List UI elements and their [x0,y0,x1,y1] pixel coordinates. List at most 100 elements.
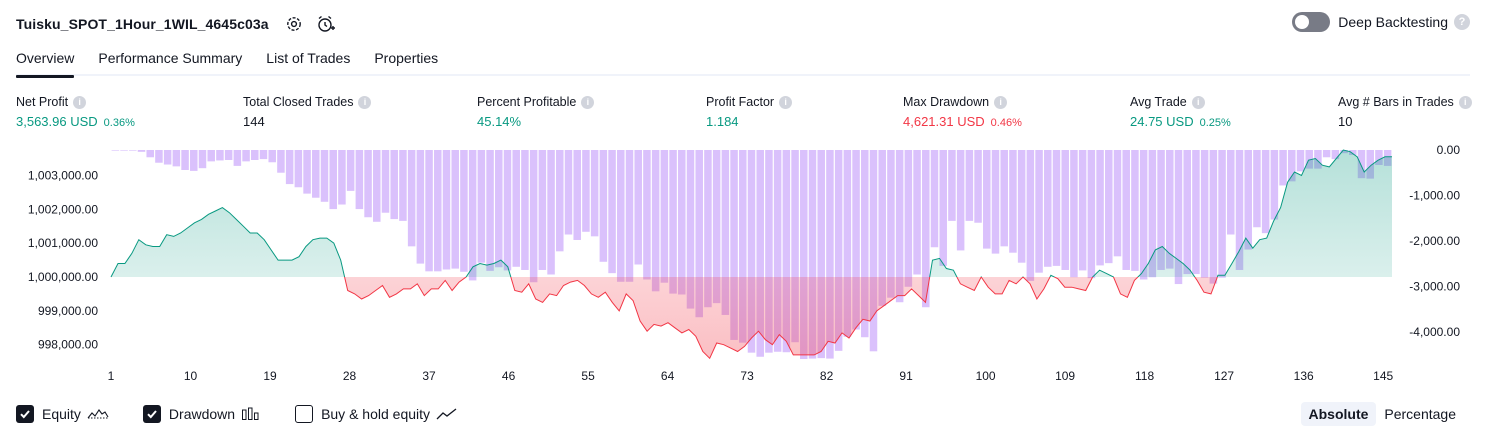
drawdown-bar [983,150,991,249]
x-axis-tick-label: 82 [820,369,834,383]
drawdown-bar [355,150,364,210]
drawdown-bar [686,150,695,309]
drawdown-bar [599,150,608,262]
drawdown-bar [137,150,146,152]
drawdown-bar [756,150,764,357]
metric-percent: 0.46% [990,117,1022,129]
drawdown-bar [1174,150,1183,285]
checkbox-unchecked[interactable] [295,405,314,423]
left-axis-tick-label: 1,000,000.00 [28,270,98,284]
drawdown-bar [773,150,782,352]
right-axis-tick-label: 0.00 [1437,143,1461,157]
x-axis-tick-label: 73 [740,369,754,383]
drawdown-bar [529,150,538,283]
drawdown-bar [556,150,564,252]
alarm-clock-plus-icon[interactable] [315,13,337,35]
left-axis-tick-label: 1,003,000.00 [28,168,98,182]
drawdown-bar [1105,150,1113,264]
metric-percent: 0.36% [103,117,135,129]
drawdown-bar [120,150,128,151]
tab-performance-summary[interactable]: Performance Summary [98,50,243,66]
drawdown-bar [373,150,381,222]
drawdown-bar [1253,150,1261,228]
drawdown-bar [1131,150,1139,271]
absolute-button[interactable]: Absolute [1300,402,1377,426]
legend-equity[interactable]: Equity [16,405,109,423]
tab-overview[interactable]: Overview [16,44,75,78]
metric-value: 1.184 [706,114,792,129]
metric-value: 144 [243,114,371,129]
drawdown-bar [1357,150,1366,179]
drawdown-bar [939,150,947,266]
checkbox-checked[interactable] [16,405,34,423]
info-icon[interactable]: i [779,95,793,109]
drawdown-bar [730,150,738,340]
equity-drawdown-chart[interactable]: 1,003,000.00 1,002,000.00 1,001,000.00 1,00… [0,140,1486,396]
drawdown-bar [434,150,442,272]
drawdown-bar [643,150,651,280]
deep-backtesting-toggle[interactable] [1292,12,1331,32]
drawdown-bar [172,150,181,167]
metric-percent-profitable: Percent Profitable i 45.14% [477,94,595,129]
drawdown-bar [460,150,468,272]
drawdown-bar [198,150,207,169]
tab-properties[interactable]: Properties [374,50,439,66]
drawdown-bar [712,150,721,304]
metric-value: 4,621.31 USD 0.46% [903,114,1022,129]
drawdown-bar [303,150,311,194]
drawdown-bars-icon [241,407,261,421]
deep-backtesting-label: Deep Backtesting [1338,14,1448,30]
help-icon[interactable]: ? [1454,14,1470,30]
strategy-title: Tuisku_SPOT_1Hour_1WIL_4645c03a [16,16,269,32]
info-icon[interactable]: i [358,95,372,109]
info-icon[interactable]: i [994,95,1008,109]
metric-amount: 24.75 USD [1130,114,1194,129]
drawdown-bar [808,150,817,359]
chart-mode-switch: Absolute Percentage [1300,402,1465,426]
drawdown-bar [1096,150,1104,266]
drawdown-bar [547,150,555,275]
metric-value: 24.75 USD 0.25% [1130,114,1231,129]
drawdown-bar [242,150,250,162]
drawdown-bar [216,150,224,161]
metric-amount: 1.184 [706,114,739,129]
drawdown-bar [503,150,512,271]
right-axis-tick-label: -4,000.00 [1409,325,1460,339]
metric-avg-trade: Avg Trade i 24.75 USD 0.25% [1130,94,1231,129]
tab-list-of-trades[interactable]: List of Trades [266,50,351,66]
deep-backtesting: Deep Backtesting ? [1292,12,1470,32]
x-axis-tick-label: 109 [1055,369,1075,383]
legend-drawdown[interactable]: Drawdown [142,405,261,423]
drawdown-bar [1017,150,1026,263]
drawdown-bar [538,150,547,270]
right-axis-tick-label: -1,000.00 [1409,188,1460,202]
drawdown-bar [190,150,198,171]
gear-icon[interactable] [283,13,305,35]
x-axis-tick-label: 136 [1294,369,1314,383]
drawdown-bar [486,150,494,271]
equity-area-loss [111,277,1392,359]
drawdown-bar [521,150,529,270]
drawdown-bar [721,150,730,315]
metric-label: Total Closed Trades [243,95,354,109]
drawdown-bar [181,150,189,170]
metric-label: Avg # Bars in Trades [1338,95,1454,109]
drawdown-bar [111,150,120,151]
info-icon[interactable]: i [1191,95,1205,109]
equity-area-profit [111,150,1392,277]
left-axis-tick-label: 1,001,000.00 [28,236,98,250]
drawdown-bar [495,150,503,268]
metric-label: Percent Profitable [477,95,577,109]
legend-buy-hold-equity[interactable]: Buy & hold equity [295,405,458,423]
x-axis-tick-label: 127 [1214,369,1234,383]
metric-profit-factor: Profit Factor i 1.184 [706,94,793,129]
percentage-button[interactable]: Percentage [1384,406,1456,422]
drawdown-bar [965,150,974,221]
drawdown-bar [625,150,634,282]
drawdown-bar [329,150,337,210]
legend-label: Equity [42,406,81,422]
info-icon[interactable]: i [581,95,595,109]
checkbox-checked[interactable] [142,405,161,423]
info-icon[interactable]: i [73,95,87,109]
info-icon[interactable]: i [1458,95,1472,109]
